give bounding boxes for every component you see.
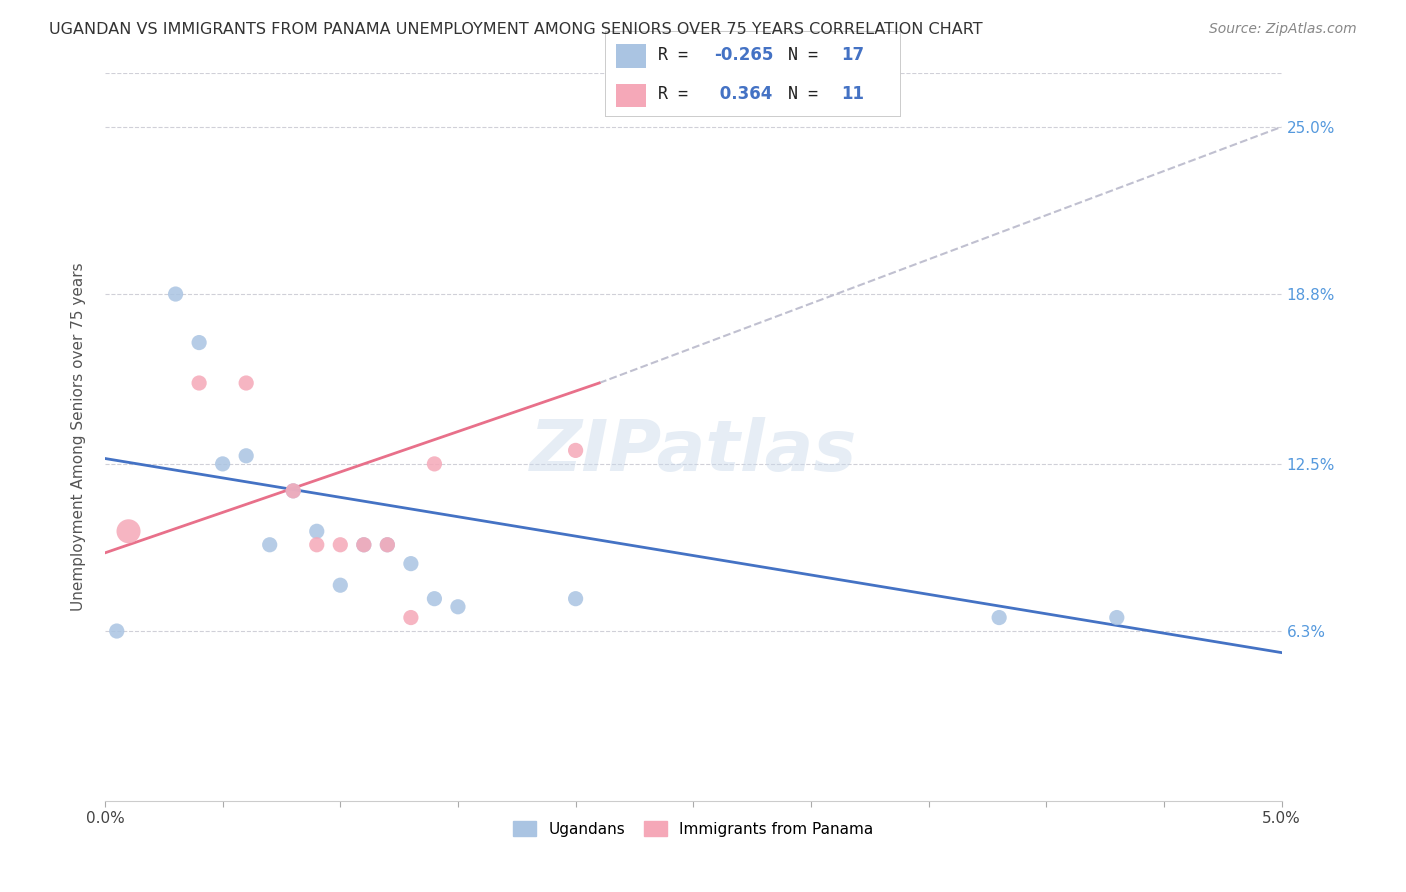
Point [329, 538, 352, 552]
FancyBboxPatch shape [616, 84, 645, 108]
Point [423, 457, 446, 471]
Text: UGANDAN VS IMMIGRANTS FROM PANAMA UNEMPLOYMENT AMONG SENIORS OVER 75 YEARS CORRE: UGANDAN VS IMMIGRANTS FROM PANAMA UNEMPL… [49, 22, 983, 37]
Point [377, 538, 399, 552]
Point [259, 538, 281, 552]
Point [117, 524, 139, 539]
FancyBboxPatch shape [616, 44, 645, 68]
Point [399, 610, 422, 624]
Point [235, 449, 257, 463]
Text: N =: N = [787, 46, 828, 64]
Legend: Ugandans, Immigrants from Panama: Ugandans, Immigrants from Panama [506, 813, 880, 844]
Point [329, 578, 352, 592]
Point [283, 483, 305, 498]
Point [377, 538, 399, 552]
Point [1105, 610, 1128, 624]
Point [283, 483, 305, 498]
Text: Source: ZipAtlas.com: Source: ZipAtlas.com [1209, 22, 1357, 37]
Point [988, 610, 1011, 624]
Text: 11: 11 [841, 85, 863, 103]
Point [564, 591, 586, 606]
Point [105, 624, 128, 638]
Point [305, 538, 328, 552]
Text: R =: R = [658, 85, 697, 103]
Point [564, 443, 586, 458]
Y-axis label: Unemployment Among Seniors over 75 years: Unemployment Among Seniors over 75 years [72, 262, 86, 611]
Point [235, 376, 257, 390]
Text: 0.364: 0.364 [714, 85, 772, 103]
Point [353, 538, 375, 552]
Point [305, 524, 328, 539]
Point [447, 599, 470, 614]
Point [211, 457, 233, 471]
Text: ZIPatlas: ZIPatlas [530, 417, 856, 486]
Point [188, 335, 211, 350]
Text: -0.265: -0.265 [714, 46, 773, 64]
Point [165, 287, 187, 301]
Point [399, 557, 422, 571]
Text: 17: 17 [841, 46, 863, 64]
Text: R =: R = [658, 46, 697, 64]
Point [188, 376, 211, 390]
Point [423, 591, 446, 606]
Text: N =: N = [787, 85, 828, 103]
Point [353, 538, 375, 552]
